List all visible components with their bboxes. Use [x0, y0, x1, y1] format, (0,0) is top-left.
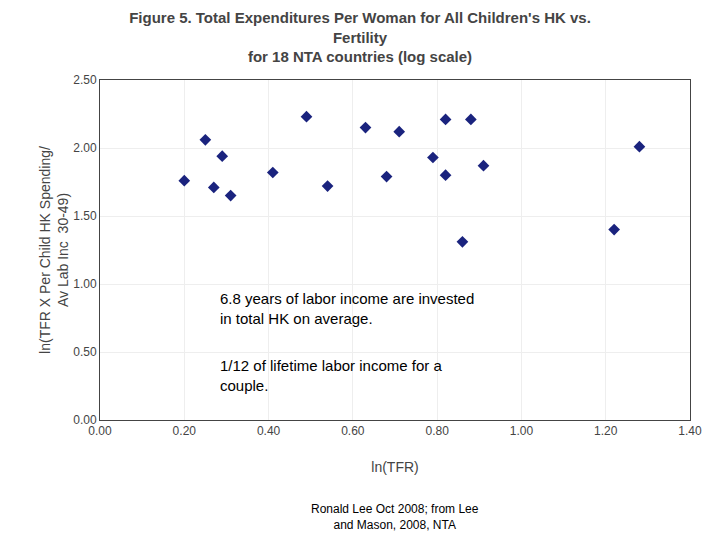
svg-text:Ronald Lee Oct 2008; from Leea: Ronald Lee Oct 2008; from Leeand Mason, … — [311, 502, 479, 532]
svg-text:ln(TFR): ln(TFR) — [371, 459, 418, 475]
svg-text:1.20: 1.20 — [594, 424, 618, 438]
svg-text:1.50: 1.50 — [73, 209, 97, 223]
svg-text:1.00: 1.00 — [510, 424, 534, 438]
svg-text:0.40: 0.40 — [257, 424, 281, 438]
svg-text:0.00: 0.00 — [73, 413, 97, 427]
svg-text:2.50: 2.50 — [73, 73, 97, 87]
svg-text:2.00: 2.00 — [73, 141, 97, 155]
svg-text:ln(TFR X Per Child HK Spending: ln(TFR X Per Child HK Spending/Av Lab In… — [37, 146, 71, 354]
svg-text:0.80: 0.80 — [425, 424, 449, 438]
svg-text:0.00: 0.00 — [88, 424, 112, 438]
svg-text:1.40: 1.40 — [678, 424, 702, 438]
svg-text:6.8 years of labor income are: 6.8 years of labor income are investedin… — [220, 290, 474, 327]
svg-text:1.00: 1.00 — [73, 277, 97, 291]
svg-text:0.50: 0.50 — [73, 345, 97, 359]
svg-text:0.20: 0.20 — [173, 424, 197, 438]
svg-text:Figure 5. Total Expenditures P: Figure 5. Total Expenditures Per Woman f… — [129, 9, 591, 65]
svg-text:1/12 of lifetime labor income: 1/12 of lifetime labor income for acoupl… — [220, 357, 442, 394]
svg-text:0.60: 0.60 — [341, 424, 365, 438]
